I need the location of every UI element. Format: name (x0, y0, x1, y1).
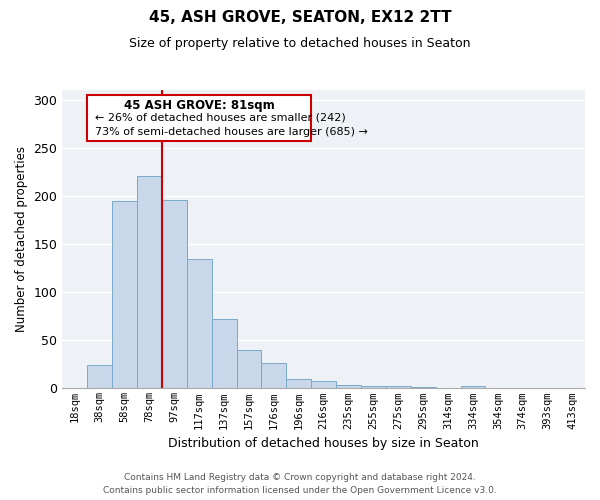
Text: 45 ASH GROVE: 81sqm: 45 ASH GROVE: 81sqm (124, 98, 275, 112)
Bar (187, 260, 212, 388)
Bar (112, 200, 137, 388)
Text: 73% of semi-detached houses are larger (685) →: 73% of semi-detached houses are larger (… (95, 126, 368, 136)
Bar (311, 380, 336, 388)
Text: Size of property relative to detached houses in Seaton: Size of property relative to detached ho… (129, 38, 471, 51)
Bar (262, 364, 286, 388)
X-axis label: Distribution of detached houses by size in Seaton: Distribution of detached houses by size … (168, 437, 479, 450)
Bar (286, 379, 311, 388)
Y-axis label: Number of detached properties: Number of detached properties (15, 146, 28, 332)
Bar (461, 386, 485, 388)
Bar (212, 319, 236, 388)
Bar (87, 95, 311, 141)
Text: ← 26% of detached houses are smaller (242): ← 26% of detached houses are smaller (24… (95, 112, 346, 122)
Text: Contains HM Land Registry data © Crown copyright and database right 2024.
Contai: Contains HM Land Registry data © Crown c… (103, 473, 497, 495)
Bar (361, 386, 386, 388)
Bar (236, 350, 262, 389)
Text: 45, ASH GROVE, SEATON, EX12 2TT: 45, ASH GROVE, SEATON, EX12 2TT (149, 10, 451, 25)
Bar (386, 386, 411, 388)
Bar (137, 176, 162, 388)
Bar (87, 366, 112, 388)
Bar (162, 200, 187, 388)
Bar (336, 384, 361, 388)
